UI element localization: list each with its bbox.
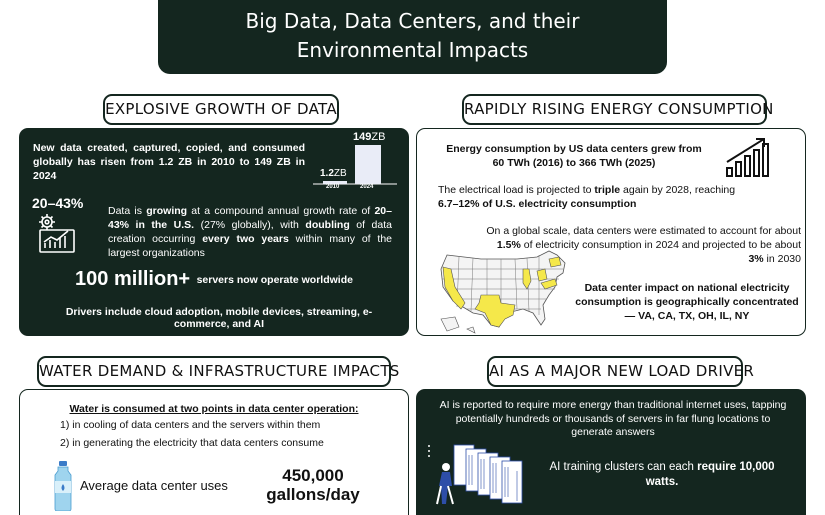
bar-2010 <box>323 181 347 184</box>
water-point-2: 2) in generating the electricity that da… <box>60 437 324 449</box>
state-oh <box>536 268 548 282</box>
state-tx <box>474 294 516 328</box>
water-heading: WATER DEMAND & INFRASTRUCTURE IMPACTS <box>37 356 399 387</box>
bar-2024 <box>355 145 381 184</box>
ai-p2: AI training clusters can each require 10… <box>549 461 775 488</box>
header-title-line1: Big Data, Data Centers, and their <box>245 9 580 33</box>
server-racks-icon <box>428 444 523 505</box>
water-panel: Water is consumed at two points in data … <box>19 389 409 515</box>
servers-count: 100 million+ <box>75 268 191 290</box>
rising-bars-icon <box>726 138 769 177</box>
header-title-line2: Environmental Impacts <box>296 38 529 62</box>
state-il <box>522 268 532 290</box>
bar-2010-year: 2010 <box>326 184 340 190</box>
growth-panel: New data created, captured, copied, and … <box>19 128 409 336</box>
growth-rate-text: Data is growing at a compound annual gro… <box>108 205 393 259</box>
gear-chart-icon <box>39 214 75 253</box>
energy-p1: Energy consumption by US data centers gr… <box>446 143 702 169</box>
water-point-1: 1) in cooling of data centers and the se… <box>60 419 321 431</box>
water-bottle-icon <box>54 461 72 511</box>
growth-drivers: Drivers include cloud adoption, mobile d… <box>65 306 373 330</box>
bar-2010-value: 1.2ZB <box>320 168 347 179</box>
water-title: Water is consumed at two points in data … <box>69 403 359 415</box>
bar-2024-value: 149ZB <box>353 131 386 143</box>
water-avg-label: Average data center uses <box>80 478 228 493</box>
energy-panel: Energy consumption by US data centers gr… <box>416 128 806 336</box>
growth-intro: New data created, captured, copied, and … <box>33 142 305 182</box>
servers-text: servers now operate worldwide <box>196 273 353 286</box>
energy-p2: The electrical load is projected to trip… <box>438 184 736 210</box>
state-ny <box>548 256 562 268</box>
us-map <box>440 250 566 334</box>
growth-bar-chart <box>313 145 397 185</box>
energy-p4: Data center impact on national electrici… <box>575 282 799 322</box>
growth-rate-label: 20–43% <box>32 195 84 211</box>
ai-p1: AI is reported to require more energy th… <box>439 399 787 438</box>
header-banner: Big Data, Data Centers, and their Enviro… <box>158 0 667 74</box>
bar-2024-year: 2024 <box>360 184 374 190</box>
state-ca <box>442 266 466 310</box>
ai-panel: AI is reported to require more energy th… <box>416 389 806 515</box>
ai-heading: AI AS A MAJOR NEW LOAD DRIVER <box>487 356 754 387</box>
state-va <box>540 278 558 290</box>
energy-heading: RAPIDLY RISING ENERGY CONSUMPTION <box>462 94 773 125</box>
growth-heading: EXPLOSIVE GROWTH OF DATA <box>103 94 339 125</box>
servers-stat: 100 million+ servers now operate worldwi… <box>19 268 409 291</box>
energy-p3: On a global scale, data centers were est… <box>486 225 801 265</box>
water-avg-value: 450,000 gallons/day <box>266 466 360 504</box>
